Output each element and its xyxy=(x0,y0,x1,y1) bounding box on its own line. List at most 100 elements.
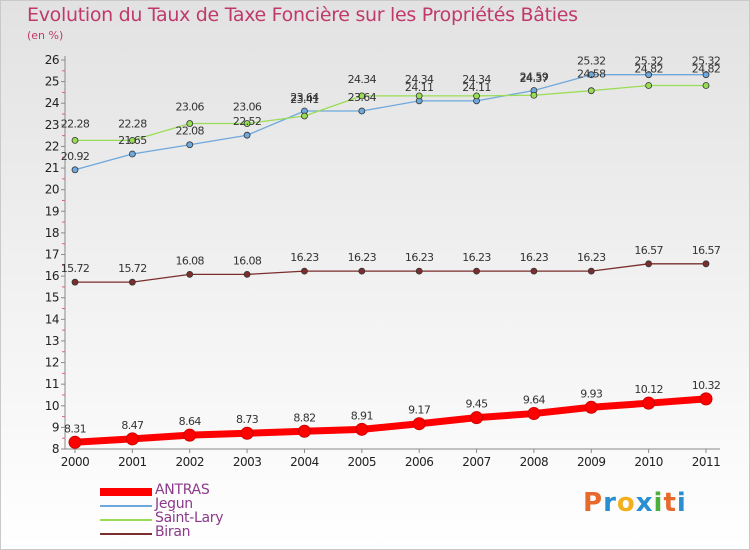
legend-label: Saint-Lary xyxy=(155,510,224,526)
data-point-saint-lary xyxy=(301,112,308,120)
data-point-saint-lary xyxy=(473,92,480,100)
data-point-saint-lary xyxy=(243,120,251,127)
data-point-saint-lary xyxy=(702,82,710,89)
data-label-jegun: 22.08 xyxy=(175,125,204,138)
data-label-antras: 8.31 xyxy=(64,422,86,435)
data-label-jegun: 25.32 xyxy=(577,55,606,68)
x-tick-label: 2002 xyxy=(175,455,204,469)
y-tick-label: 8 xyxy=(52,442,59,456)
y-tick-label: 13 xyxy=(45,334,59,348)
data-label-jegun: 24.11 xyxy=(405,81,434,94)
data-label-biran: 16.23 xyxy=(520,251,549,264)
data-label-saint-lary: 24.34 xyxy=(462,73,491,86)
legend-label: Biran xyxy=(155,524,191,540)
y-tick-label: 22 xyxy=(45,139,59,153)
y-tick-label: 10 xyxy=(45,399,59,413)
data-point-saint-lary xyxy=(645,82,653,89)
data-label-biran: 16.23 xyxy=(462,251,491,264)
data-point-saint-lary xyxy=(415,92,423,100)
logo-letter: o xyxy=(616,488,636,518)
data-point-saint-lary xyxy=(186,120,194,127)
data-label-jegun: 25.32 xyxy=(634,55,663,68)
series-line-antras xyxy=(71,395,710,446)
logo-letter: x xyxy=(635,488,654,518)
data-label-jegun: 23.64 xyxy=(290,91,319,104)
data-label-jegun: 23.64 xyxy=(348,91,377,104)
data-point-antras xyxy=(355,422,369,436)
data-label-antras: 9.17 xyxy=(408,404,431,417)
data-label-saint-lary: 22.28 xyxy=(118,117,147,130)
x-tick-label: 2009 xyxy=(577,455,606,469)
y-tick-label: 24 xyxy=(45,96,59,110)
x-tick-label: 2005 xyxy=(348,455,377,469)
data-point-biran xyxy=(243,270,251,278)
data-point-antras xyxy=(699,392,713,406)
data-label-saint-lary: 24.34 xyxy=(405,73,434,86)
data-point-saint-lary xyxy=(587,87,595,95)
x-tick-label: 2008 xyxy=(520,455,549,469)
data-point-antras xyxy=(584,400,598,414)
logo-letter: r xyxy=(603,488,617,518)
data-label-antras: 8.91 xyxy=(351,409,373,422)
y-tick-label: 26 xyxy=(45,53,59,67)
legend-label: Jegun xyxy=(155,496,193,512)
logo-letter: i xyxy=(676,488,687,518)
data-point-jegun xyxy=(358,107,366,115)
data-label-saint-lary: 23.41 xyxy=(290,93,319,106)
series-line-biran xyxy=(74,263,707,283)
chart-title: Evolution du Taux de Taxe Foncière sur l… xyxy=(27,4,578,26)
data-point-antras xyxy=(125,432,139,446)
data-point-antras xyxy=(183,428,197,442)
data-point-antras xyxy=(527,407,541,421)
data-label-biran: 16.08 xyxy=(233,254,262,267)
x-tick-label: 2001 xyxy=(118,455,147,469)
x-tick-label: 2000 xyxy=(61,455,90,469)
data-label-biran: 15.72 xyxy=(61,262,90,275)
data-label-saint-lary: 24.34 xyxy=(348,73,377,86)
legend-label: ANTRAS xyxy=(155,482,210,498)
data-label-antras: 8.82 xyxy=(293,411,315,424)
y-tick-label: 18 xyxy=(45,226,59,240)
data-point-jegun xyxy=(587,71,595,79)
data-point-antras xyxy=(642,396,656,410)
data-point-jegun xyxy=(71,166,79,174)
y-tick-label: 25 xyxy=(45,75,59,89)
data-label-antras: 10.32 xyxy=(692,379,721,392)
legend-swatch xyxy=(100,505,152,507)
y-tick-label: 20 xyxy=(45,183,59,197)
x-tick-label: 2003 xyxy=(233,455,262,469)
data-label-saint-lary: 23.06 xyxy=(233,101,262,114)
data-label-saint-lary: 24.58 xyxy=(577,68,606,81)
legend-swatch xyxy=(100,488,152,496)
x-tick-label: 2004 xyxy=(290,455,319,469)
data-label-antras: 8.73 xyxy=(236,413,259,426)
x-tick-label: 2007 xyxy=(462,455,491,469)
data-label-antras: 8.47 xyxy=(121,419,144,432)
data-point-antras xyxy=(240,426,254,440)
data-label-biran: 16.23 xyxy=(290,251,319,264)
x-tick-label: 2011 xyxy=(692,455,721,469)
logo-letter: t xyxy=(663,488,677,518)
data-label-biran: 16.23 xyxy=(577,251,606,264)
legend-swatch xyxy=(100,519,152,521)
data-point-biran xyxy=(186,270,194,278)
data-label-biran: 16.08 xyxy=(175,254,204,267)
series-line-saint-lary xyxy=(74,84,707,142)
data-point-saint-lary xyxy=(358,92,366,100)
y-tick-label: 23 xyxy=(45,118,59,132)
data-point-antras xyxy=(412,417,426,431)
data-point-antras xyxy=(297,424,311,438)
data-point-biran xyxy=(587,267,595,275)
data-point-biran xyxy=(415,267,423,275)
data-label-jegun: 24.59 xyxy=(520,70,549,83)
data-label-saint-lary: 24.82 xyxy=(634,63,663,76)
data-point-biran xyxy=(473,267,480,275)
data-label-jegun: 20.92 xyxy=(61,150,90,163)
data-label-antras: 8.64 xyxy=(179,415,202,428)
logo-letter: P xyxy=(583,488,604,518)
data-point-biran xyxy=(702,260,710,268)
data-point-biran xyxy=(530,267,538,275)
series-line-jegun xyxy=(74,74,707,171)
data-label-saint-lary: 23.06 xyxy=(175,101,204,114)
